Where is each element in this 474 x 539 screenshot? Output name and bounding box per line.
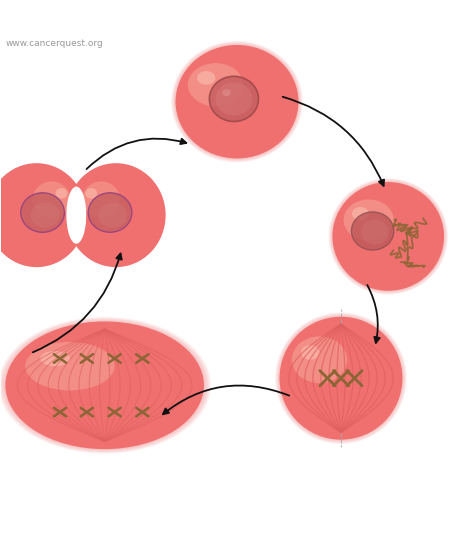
Ellipse shape — [330, 179, 447, 293]
Ellipse shape — [354, 203, 423, 271]
Ellipse shape — [199, 66, 275, 137]
Ellipse shape — [80, 369, 129, 401]
Ellipse shape — [280, 317, 402, 440]
Ellipse shape — [278, 315, 404, 441]
Ellipse shape — [67, 361, 142, 409]
Ellipse shape — [183, 52, 291, 151]
Ellipse shape — [171, 41, 303, 163]
Ellipse shape — [318, 355, 364, 401]
Ellipse shape — [277, 314, 405, 443]
Ellipse shape — [292, 336, 347, 383]
Text: www.cancerquest.org: www.cancerquest.org — [5, 39, 103, 48]
Ellipse shape — [328, 178, 448, 295]
Ellipse shape — [4, 321, 205, 450]
Ellipse shape — [222, 89, 231, 96]
Ellipse shape — [55, 188, 67, 198]
Ellipse shape — [302, 340, 379, 417]
Ellipse shape — [332, 182, 444, 291]
Ellipse shape — [66, 163, 165, 267]
Ellipse shape — [214, 80, 260, 123]
Ellipse shape — [216, 82, 252, 115]
Ellipse shape — [331, 181, 446, 292]
Ellipse shape — [92, 377, 117, 393]
Ellipse shape — [229, 95, 245, 109]
Ellipse shape — [5, 321, 204, 449]
Ellipse shape — [367, 216, 409, 257]
Ellipse shape — [175, 45, 299, 158]
Ellipse shape — [326, 363, 356, 393]
Ellipse shape — [5, 321, 204, 449]
Ellipse shape — [333, 370, 349, 386]
Ellipse shape — [175, 44, 299, 159]
Ellipse shape — [191, 59, 283, 144]
Ellipse shape — [280, 317, 402, 440]
Ellipse shape — [25, 342, 115, 390]
Ellipse shape — [88, 193, 132, 232]
Ellipse shape — [33, 181, 70, 218]
Ellipse shape — [330, 180, 446, 293]
Ellipse shape — [55, 354, 155, 417]
Ellipse shape — [275, 312, 407, 444]
Ellipse shape — [188, 63, 243, 106]
Ellipse shape — [175, 45, 299, 158]
Ellipse shape — [351, 212, 394, 250]
FancyArrowPatch shape — [87, 139, 186, 169]
Ellipse shape — [276, 313, 406, 443]
Ellipse shape — [40, 351, 70, 366]
Ellipse shape — [374, 223, 402, 250]
Ellipse shape — [339, 189, 437, 284]
Ellipse shape — [287, 324, 395, 432]
Ellipse shape — [206, 73, 268, 130]
Ellipse shape — [222, 87, 252, 116]
Ellipse shape — [173, 43, 301, 161]
Ellipse shape — [66, 186, 86, 244]
Ellipse shape — [381, 230, 395, 243]
Ellipse shape — [85, 188, 97, 198]
Ellipse shape — [295, 332, 387, 424]
FancyArrowPatch shape — [367, 285, 380, 343]
Ellipse shape — [360, 209, 416, 264]
Ellipse shape — [21, 193, 64, 232]
Ellipse shape — [0, 317, 210, 453]
Ellipse shape — [0, 163, 86, 267]
Ellipse shape — [2, 319, 208, 451]
Ellipse shape — [279, 316, 403, 440]
Ellipse shape — [98, 203, 127, 227]
Ellipse shape — [82, 181, 120, 218]
FancyArrowPatch shape — [283, 97, 384, 186]
Ellipse shape — [3, 320, 206, 451]
Ellipse shape — [210, 77, 258, 121]
FancyArrowPatch shape — [163, 385, 289, 414]
Ellipse shape — [332, 182, 445, 292]
FancyArrowPatch shape — [33, 253, 122, 353]
Ellipse shape — [18, 329, 191, 441]
Ellipse shape — [329, 179, 447, 294]
Ellipse shape — [361, 219, 389, 245]
Ellipse shape — [0, 319, 209, 452]
Ellipse shape — [346, 196, 430, 277]
Ellipse shape — [197, 71, 216, 85]
Ellipse shape — [352, 207, 369, 220]
Ellipse shape — [332, 182, 444, 291]
Ellipse shape — [30, 337, 179, 433]
Ellipse shape — [174, 44, 300, 160]
Ellipse shape — [310, 348, 372, 409]
Ellipse shape — [277, 315, 405, 442]
Ellipse shape — [344, 199, 394, 241]
Ellipse shape — [301, 345, 319, 360]
Ellipse shape — [172, 42, 302, 162]
Ellipse shape — [31, 203, 60, 227]
Ellipse shape — [173, 42, 301, 161]
Ellipse shape — [0, 317, 211, 454]
Ellipse shape — [43, 345, 167, 425]
